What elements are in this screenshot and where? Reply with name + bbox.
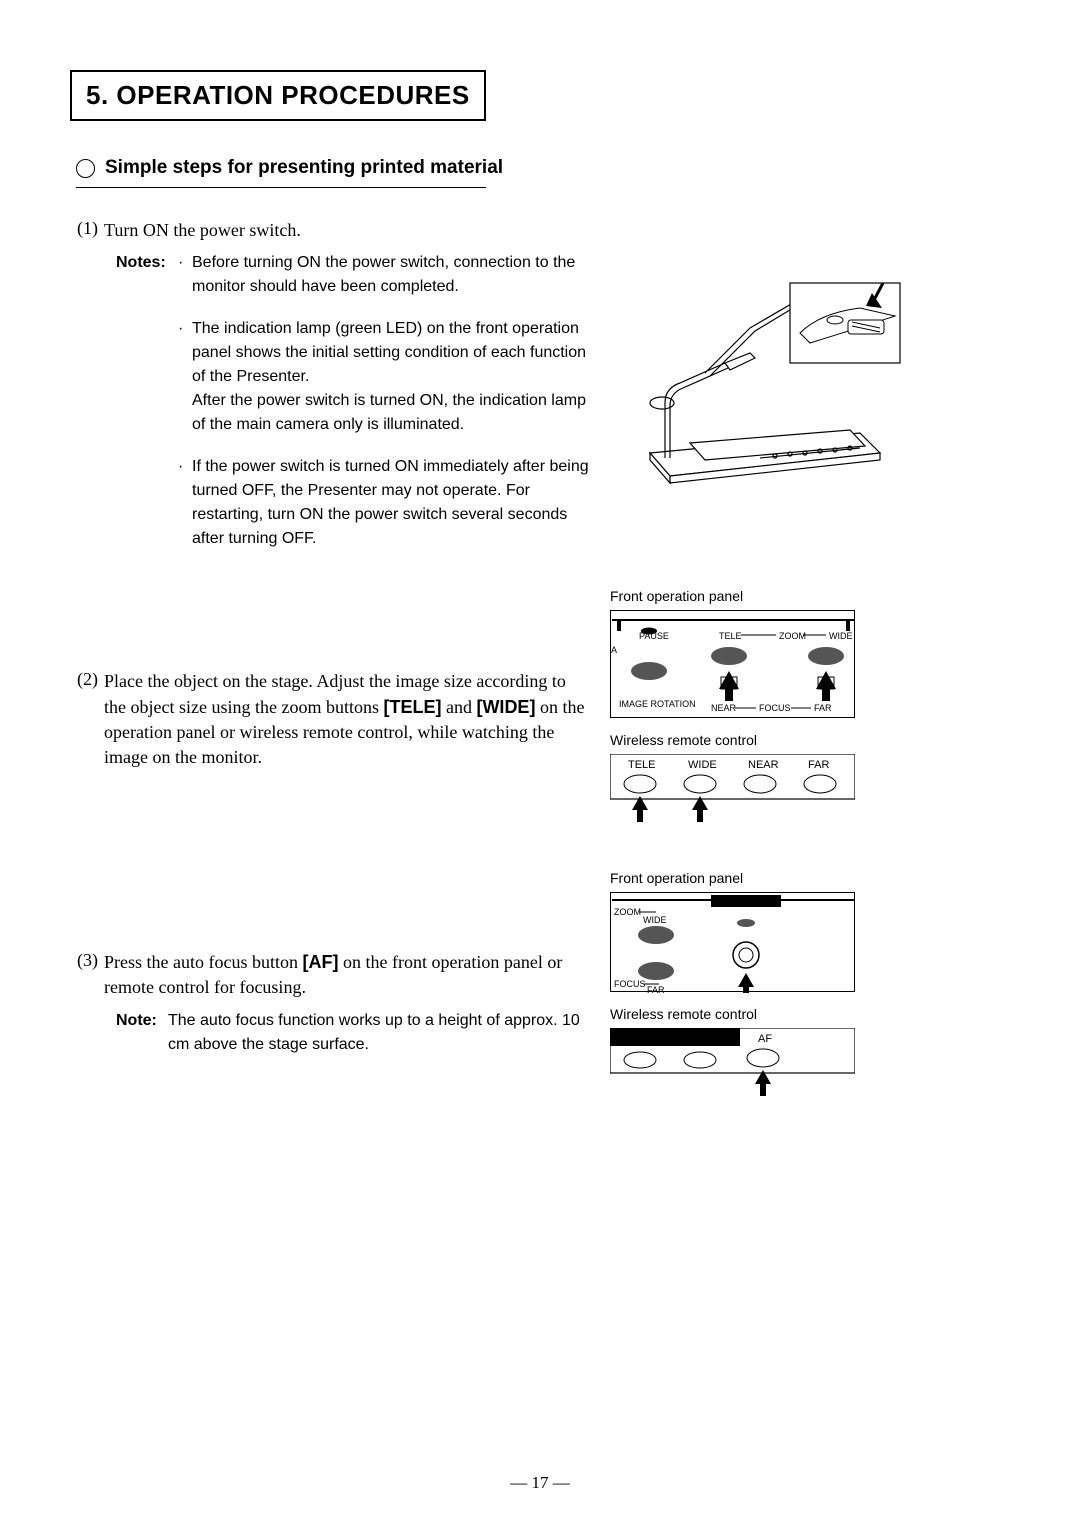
right-column: Front operation panel PAUSE IMAGE ROTATI…	[610, 218, 970, 1098]
remote-diagram-1: TELE WIDE NEAR FAR	[610, 754, 855, 824]
page-number: — 17 —	[0, 1473, 1080, 1493]
dot-icon: ·	[178, 317, 186, 437]
dot-icon: ·	[178, 251, 186, 299]
step-3: (3) Press the auto focus button [AF] on …	[70, 950, 590, 1000]
step-1-num: (1)	[70, 218, 98, 243]
focus-label: FOCUS	[759, 703, 791, 713]
left-column: (1) Turn ON the power switch. Notes: · B…	[70, 218, 590, 1098]
tele-label: TELE	[628, 759, 656, 771]
note-item: · If the power switch is turned ON immed…	[178, 455, 590, 551]
note-1-text: Before turning ON the power switch, conn…	[192, 251, 590, 299]
front-panel-label-2: Front operation panel	[610, 870, 970, 886]
af-label: AF	[758, 1033, 772, 1045]
s3-bold: [AF]	[302, 952, 338, 972]
device-diagram	[610, 258, 970, 498]
a-label: A	[611, 645, 617, 655]
note-3-body: The auto focus function works up to a he…	[168, 1009, 590, 1057]
tele-label: TELE	[719, 631, 742, 641]
auto-focus-label: AUTO FOCUS	[719, 896, 778, 906]
open-label: OPEN	[630, 1033, 656, 1043]
near-label: NEAR	[711, 703, 737, 713]
far-label: FAR	[647, 985, 665, 993]
note-2a: The indication lamp (green LED) on the f…	[192, 317, 590, 389]
note-item: · Before turning ON the power switch, co…	[178, 251, 590, 299]
step-1-notes: Notes: · Before turning ON the power swi…	[116, 251, 590, 569]
dot-icon: ·	[178, 455, 186, 551]
step-3-note: Note: The auto focus function works up t…	[116, 1009, 590, 1057]
step-2-text: Place the object on the stage. Adjust th…	[104, 669, 590, 770]
near-label: NEAR	[748, 759, 779, 771]
note-item: · The indication lamp (green LED) on the…	[178, 317, 590, 437]
section-title-box: 5. OPERATION PROCEDURES	[70, 70, 486, 121]
zoom-label: ZOOM	[779, 631, 806, 641]
close-label: CLOSE	[690, 1033, 721, 1043]
image-rotation-label: IMAGE ROTATION	[619, 699, 696, 709]
focus-label: FOCUS	[614, 979, 646, 989]
remote-label-1: Wireless remote control	[610, 732, 970, 748]
front-panel-diagram-1: PAUSE IMAGE ROTATION TELE ZOOM WIDE NEAR…	[610, 610, 855, 718]
s2-bold1: [TELE]	[383, 697, 441, 717]
zoom-label: ZOOM	[614, 907, 641, 917]
wide-label: WIDE	[643, 915, 667, 925]
note-3-text: If the power switch is turned ON immedia…	[192, 455, 590, 551]
notes-label: Notes:	[116, 251, 172, 569]
remote-label-2: Wireless remote control	[610, 1006, 970, 1022]
notes-body: · Before turning ON the power switch, co…	[178, 251, 590, 569]
step-2: (2) Place the object on the stage. Adjus…	[70, 669, 590, 770]
wide-label: WIDE	[688, 759, 717, 771]
front-panel-diagram-2: AUTO FOCUS ZOOM WIDE FOCUS FAR	[610, 892, 855, 992]
step-1-text: Turn ON the power switch.	[104, 218, 590, 243]
step-3-num: (3)	[70, 950, 98, 1000]
s2-mid: and	[441, 697, 476, 717]
section-title: 5. OPERATION PROCEDURES	[86, 80, 470, 111]
s2-bold2: [WIDE]	[476, 697, 535, 717]
circle-bullet-icon	[76, 159, 95, 178]
note-2-wrap: The indication lamp (green LED) on the f…	[192, 317, 590, 437]
s3-a: Press the auto focus button	[104, 952, 302, 972]
step-3-text: Press the auto focus button [AF] on the …	[104, 950, 590, 1000]
far-label: FAR	[814, 703, 832, 713]
far-label: FAR	[808, 759, 829, 771]
front-panel-label-1: Front operation panel	[610, 588, 970, 604]
step-1: (1) Turn ON the power switch.	[70, 218, 590, 243]
remote-diagram-2: OPEN CLOSE AF	[610, 1028, 855, 1098]
subhead-text: Simple steps for presenting printed mate…	[105, 157, 503, 179]
note-2b: After the power switch is turned ON, the…	[192, 389, 590, 437]
subhead-row: Simple steps for presenting printed mate…	[76, 157, 1010, 179]
content-columns: (1) Turn ON the power switch. Notes: · B…	[70, 218, 1010, 1098]
note-label-3: Note:	[116, 1009, 162, 1057]
subhead-underline	[76, 187, 486, 188]
step-2-num: (2)	[70, 669, 98, 770]
wide-label: WIDE	[829, 631, 853, 641]
